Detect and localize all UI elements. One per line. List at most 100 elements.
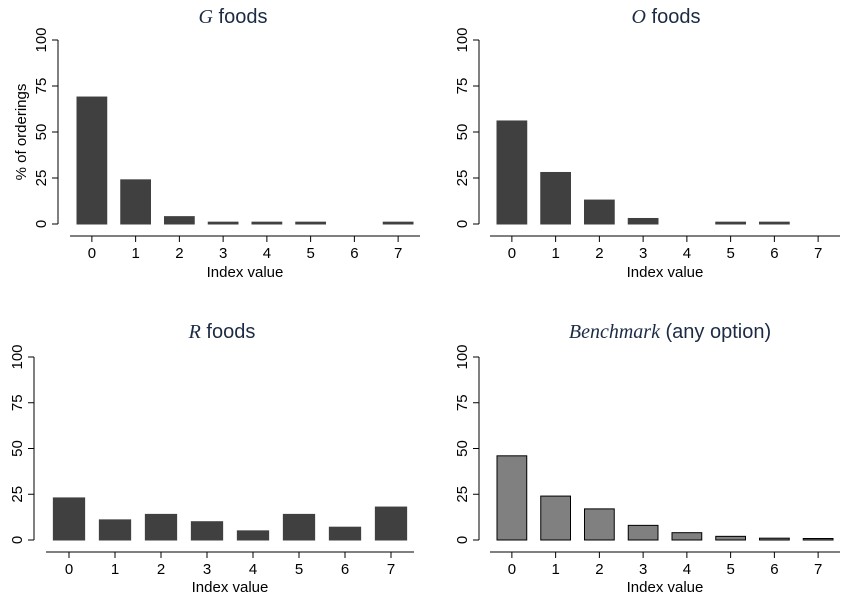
x-tick-label: 6 [770, 561, 778, 578]
y-tick-label: 100 [454, 27, 471, 52]
x-tick-label: 4 [249, 561, 257, 578]
bar-0 [76, 96, 108, 225]
y-tick-label: 75 [33, 78, 50, 95]
bar-5 [295, 221, 326, 225]
bar-2 [584, 199, 615, 225]
chart-panel-3: Benchmark (any option) 0 25 50 75 100 0 1 2 3 4 5 6 7… [454, 321, 840, 596]
y-tick-label: 100 [454, 344, 471, 369]
bar-6 [328, 526, 362, 541]
x-axis-title: Index value [207, 264, 284, 281]
bar-3 [190, 521, 224, 541]
y-tick-label: 0 [33, 220, 50, 228]
y-tick-label: 100 [33, 27, 50, 52]
bar-5 [715, 221, 746, 225]
x-tick-label: 1 [131, 245, 139, 262]
chart-title: O foods [632, 6, 701, 28]
y-axis-title: % of orderings [13, 84, 30, 181]
chart-title: R foods [188, 321, 256, 343]
x-tick-label: 0 [65, 561, 73, 578]
x-tick-label: 3 [203, 561, 211, 578]
y-tick-label: 75 [454, 394, 471, 411]
y-tick-label: 50 [454, 440, 471, 457]
bar-3 [627, 217, 659, 225]
x-axis-title: Index value [627, 264, 704, 281]
y-tick-label: 100 [9, 344, 26, 369]
x-axis-title: Index value [627, 579, 704, 596]
y-tick-label: 75 [454, 78, 471, 95]
chart-title-rest: foods [646, 6, 700, 28]
x-tick-label: 0 [88, 245, 96, 262]
bar-7 [802, 538, 834, 541]
chart-panel-2: R foods 0 25 50 75 100 0 1 2 3 4 5 6 7 Index value [9, 321, 414, 596]
x-tick-label: 1 [551, 245, 559, 262]
x-tick-label: 5 [295, 561, 303, 578]
y-tick-label: 25 [9, 486, 26, 503]
x-axis-title: Index value [192, 579, 269, 596]
x-tick-label: 7 [814, 561, 822, 578]
chart-panel-0: G foods 0 25 50 75 100 % of orderings 0 1 2 3 4 5 6 7 I… [13, 6, 420, 281]
bar-6 [759, 537, 790, 541]
x-tick-label: 5 [726, 245, 734, 262]
bar-1 [540, 495, 571, 541]
x-tick-label: 2 [175, 245, 183, 262]
bar-0 [496, 120, 528, 225]
chart-title-italic: G [199, 6, 214, 28]
y-tick-label: 25 [454, 170, 471, 187]
x-tick-label: 5 [306, 245, 314, 262]
x-tick-label: 6 [350, 245, 358, 262]
x-tick-label: 2 [595, 245, 603, 262]
bar-0 [496, 455, 528, 541]
y-tick-label: 25 [33, 170, 50, 187]
x-tick-label: 1 [111, 561, 119, 578]
bar-0 [52, 497, 86, 541]
bar-1 [120, 179, 151, 225]
chart-panel-1: O foods 0 25 50 75 100 0 1 2 3 4 5 6 7 Index value [454, 6, 840, 281]
bar-1 [540, 171, 571, 225]
y-tick-label: 0 [454, 536, 471, 544]
x-tick-label: 0 [508, 561, 516, 578]
y-tick-label: 25 [454, 486, 471, 503]
bar-3 [627, 524, 659, 541]
bar-2 [164, 216, 195, 225]
x-tick-label: 3 [639, 245, 647, 262]
x-tick-label: 1 [551, 561, 559, 578]
chart-title-rest: foods [201, 321, 255, 343]
x-tick-label: 3 [639, 561, 647, 578]
x-tick-label: 6 [341, 561, 349, 578]
bar-4 [251, 221, 283, 225]
bar-4 [236, 530, 270, 541]
bar-2 [144, 513, 178, 541]
chart-title-italic: O [632, 6, 646, 28]
bar-2 [584, 508, 615, 541]
y-tick-label: 75 [9, 394, 26, 411]
chart-title-rest: (any option) [660, 321, 771, 343]
chart-title: Benchmark (any option) [569, 321, 771, 343]
x-tick-label: 3 [219, 245, 227, 262]
x-tick-label: 2 [595, 561, 603, 578]
chart-title: G foods [199, 6, 268, 28]
chart-title-rest: foods [213, 6, 267, 28]
bar-4 [671, 532, 703, 541]
x-tick-label: 7 [387, 561, 395, 578]
x-tick-label: 4 [263, 245, 271, 262]
x-tick-label: 7 [394, 245, 402, 262]
x-tick-label: 2 [157, 561, 165, 578]
chart-title-italic: R [188, 321, 201, 343]
x-tick-label: 5 [726, 561, 734, 578]
x-tick-label: 4 [683, 561, 691, 578]
bar-7 [374, 506, 408, 541]
x-tick-label: 7 [814, 245, 822, 262]
bar-5 [715, 535, 746, 541]
bar-1 [98, 519, 132, 541]
y-tick-label: 50 [33, 124, 50, 141]
bar-7 [382, 221, 414, 225]
bar-5 [282, 513, 316, 541]
x-tick-label: 0 [508, 245, 516, 262]
bar-6 [759, 221, 790, 225]
x-tick-label: 6 [770, 245, 778, 262]
y-tick-label: 0 [9, 536, 26, 544]
y-tick-label: 0 [454, 220, 471, 228]
y-tick-label: 50 [454, 124, 471, 141]
y-tick-label: 50 [9, 440, 26, 457]
